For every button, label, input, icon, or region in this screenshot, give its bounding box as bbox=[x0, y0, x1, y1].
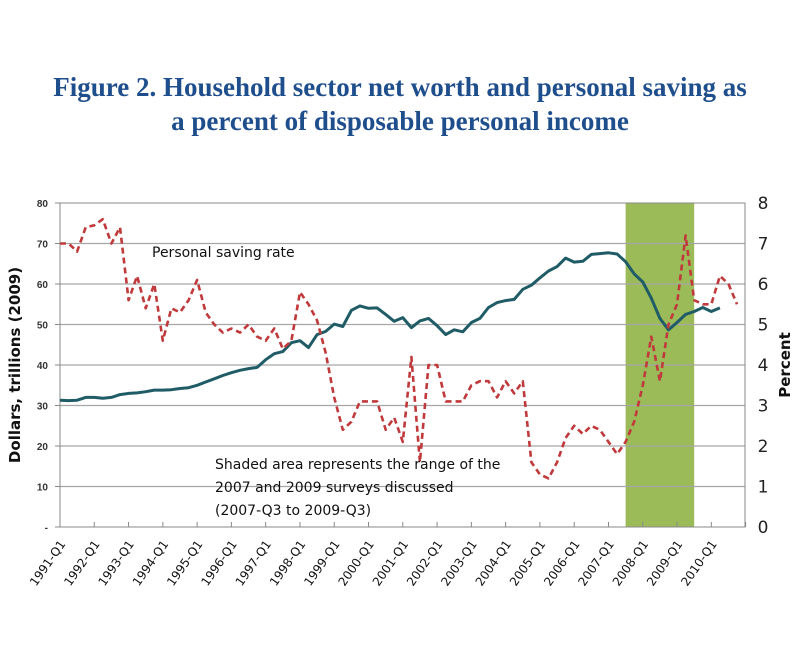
y-left-tick-label: 40 bbox=[37, 361, 49, 372]
personal-saving-rate-line bbox=[60, 217, 739, 480]
y-left-axis-label: Dollars, trillions (2009) bbox=[6, 267, 24, 463]
y-right-ticks: 0 1 2 3 4 5 6 7 8 bbox=[758, 194, 769, 538]
y-left-tick-label: - bbox=[45, 523, 48, 534]
y-left-ticks: - 10 20 30 40 50 60 70 80 bbox=[37, 199, 60, 534]
annotation-shaded-line-3: (2007-Q3 to 2009-Q3) bbox=[215, 503, 371, 519]
annotation-saving-rate: Personal saving rate bbox=[152, 245, 295, 261]
y-right-tick-label: 8 bbox=[758, 194, 769, 214]
y-right-tick-label: 6 bbox=[758, 275, 769, 295]
chart-title-line-1: Figure 2. Household sector net worth and… bbox=[53, 72, 747, 102]
y-right-tick-label: 1 bbox=[758, 478, 769, 498]
y-left-tick-label: 20 bbox=[37, 442, 49, 453]
y-left-tick-label: 70 bbox=[37, 240, 49, 251]
y-left-tick-label: 50 bbox=[37, 321, 49, 332]
y-right-axis-label: Percent bbox=[776, 332, 794, 397]
y-right-tick-label: 4 bbox=[758, 356, 769, 376]
chart-title: Figure 2. Household sector net worth and… bbox=[0, 70, 800, 138]
y-left-tick-label: 30 bbox=[37, 402, 49, 413]
gridlines bbox=[60, 242, 745, 488]
y-right-tick-label: 3 bbox=[758, 397, 769, 417]
annotation-shaded-line-2: 2007 and 2009 surveys discussed bbox=[215, 480, 454, 496]
y-left-tick-label: 10 bbox=[37, 483, 49, 494]
y-right-tick-label: 0 bbox=[758, 518, 769, 538]
y-left-tick-label: 60 bbox=[37, 280, 49, 291]
y-right-tick-label: 5 bbox=[758, 316, 769, 336]
x-tick-labels: 1991-Q11992-Q11993-Q11994-Q11995-Q11996-… bbox=[27, 538, 720, 589]
y-right-tick-label: 2 bbox=[758, 437, 769, 457]
y-left-tick-label: 80 bbox=[37, 199, 49, 210]
y-right-tick-label: 7 bbox=[758, 235, 769, 255]
household-net-worth-line bbox=[59, 251, 721, 403]
series-layer bbox=[59, 217, 739, 480]
chart-title-line-2: a percent of disposable personal income bbox=[171, 106, 629, 136]
annotation-shaded-line-1: Shaded area represents the range of the bbox=[215, 457, 500, 473]
x-ticks bbox=[93, 522, 747, 527]
